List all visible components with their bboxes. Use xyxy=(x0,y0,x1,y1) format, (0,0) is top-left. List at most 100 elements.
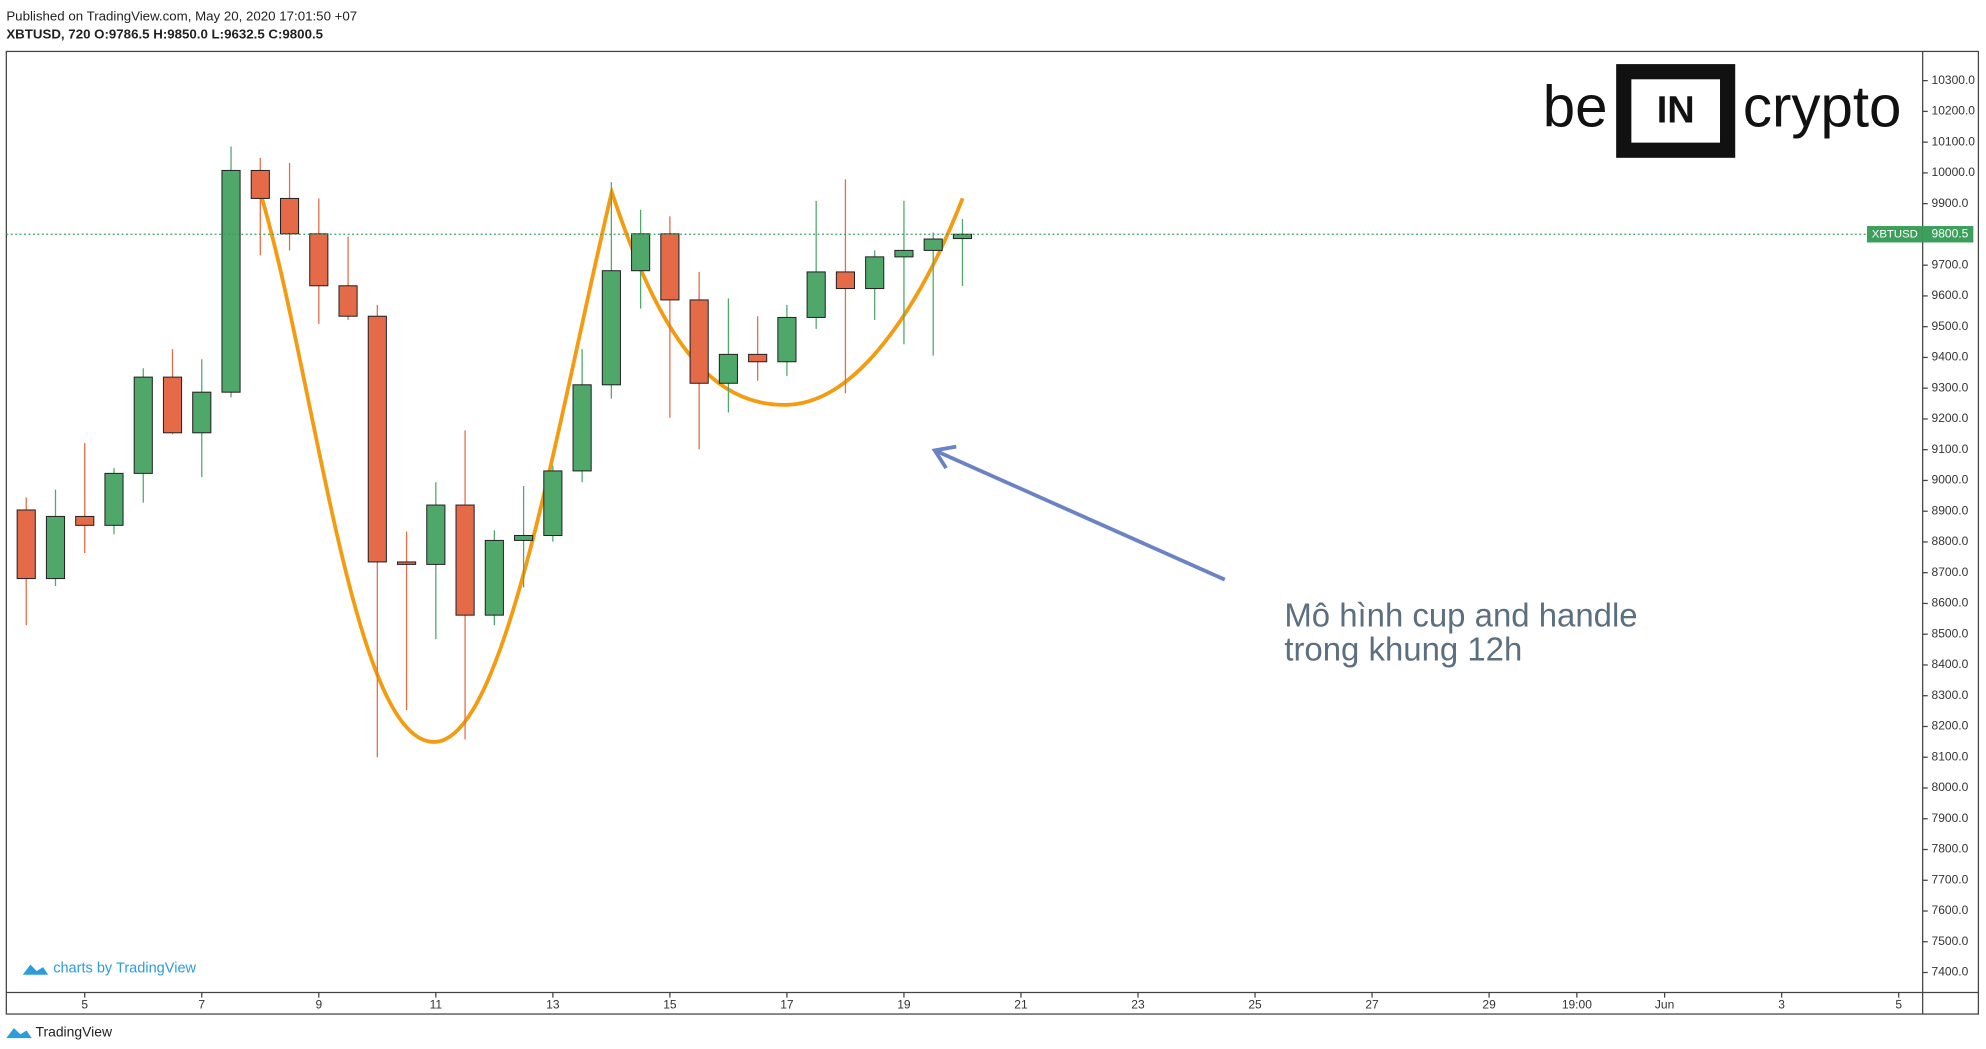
candle-body xyxy=(484,539,504,616)
x-tick-label: 13 xyxy=(546,997,560,1011)
annotation-text: Mô hình cup and handle xyxy=(1284,596,1637,633)
y-tick-label: 10200.0 xyxy=(1932,104,1976,118)
y-tick-label: 9700.0 xyxy=(1932,257,1969,271)
candle-body xyxy=(133,376,153,474)
candle-body xyxy=(514,534,534,541)
y-tick-label: 9300.0 xyxy=(1932,380,1969,394)
x-tick-label: 27 xyxy=(1365,997,1379,1011)
candle-body xyxy=(367,315,387,563)
x-tick-label: 19 xyxy=(897,997,911,1011)
logo: be IN crypto xyxy=(1543,64,1902,158)
y-tick-label: 7400.0 xyxy=(1932,965,1969,979)
x-tick-label: 23 xyxy=(1131,997,1145,1011)
last-price-label: 9800.5 xyxy=(1932,226,1969,240)
arrow-head xyxy=(931,444,957,470)
x-tick-label: 19:00 xyxy=(1562,997,1592,1011)
y-tick-label: 10100.0 xyxy=(1932,134,1976,148)
candle-body xyxy=(279,197,300,235)
candle-body xyxy=(631,233,651,272)
candle-body xyxy=(455,504,475,616)
y-tick-label: 10000.0 xyxy=(1932,165,1976,179)
x-tick-label: 7 xyxy=(198,997,205,1011)
logo-text: be xyxy=(1543,74,1608,139)
candle-body xyxy=(601,270,621,386)
candle-body xyxy=(865,256,885,290)
x-tick-label: 5 xyxy=(81,997,88,1011)
candle-body xyxy=(221,169,241,393)
logo-inner xyxy=(1631,79,1721,143)
candle-body xyxy=(748,353,768,363)
footer: TradingView xyxy=(35,1024,113,1040)
y-tick-label: 9000.0 xyxy=(1932,473,1969,487)
branding-icon xyxy=(22,964,49,975)
candle-body xyxy=(104,472,124,526)
y-tick-label: 8800.0 xyxy=(1932,534,1969,548)
x-tick-label: 9 xyxy=(315,997,322,1011)
candle-body xyxy=(396,561,417,565)
candle-body xyxy=(543,470,563,537)
y-tick-label: 8500.0 xyxy=(1932,626,1969,640)
y-tick-label: 9600.0 xyxy=(1932,288,1969,302)
candle-body xyxy=(660,233,680,301)
y-tick-label: 8200.0 xyxy=(1932,719,1969,733)
y-tick-label: 8300.0 xyxy=(1932,688,1969,702)
y-tick-label: 9500.0 xyxy=(1932,319,1969,333)
y-tick-label: 8100.0 xyxy=(1932,749,1969,763)
candle-body xyxy=(952,233,973,240)
arrow-line xyxy=(933,448,1226,582)
x-tick-label: 3 xyxy=(1778,997,1785,1011)
x-tick-label: 25 xyxy=(1248,997,1262,1011)
logo-text: crypto xyxy=(1743,74,1902,139)
candle-body xyxy=(75,515,95,526)
y-tick-label: 8000.0 xyxy=(1932,780,1969,794)
last-price-symbol: XBTUSD xyxy=(1872,228,1918,240)
y-tick-label: 9100.0 xyxy=(1932,442,1969,456)
y-tick-label: 7900.0 xyxy=(1932,811,1969,825)
candle-body xyxy=(16,509,36,580)
y-tick-label: 7600.0 xyxy=(1932,903,1969,917)
candle-body xyxy=(192,391,212,434)
candle-body xyxy=(718,353,738,384)
candle-body xyxy=(426,504,446,565)
candle-body xyxy=(250,169,270,199)
cup-handle-curve xyxy=(259,185,965,744)
x-tick-label: 29 xyxy=(1482,997,1496,1011)
last-price-tag xyxy=(1922,226,1974,243)
y-tick-label: 8900.0 xyxy=(1932,503,1969,517)
candle-body xyxy=(689,299,709,384)
y-tick-label: 9200.0 xyxy=(1932,411,1969,425)
branding: charts by TradingView xyxy=(53,960,196,976)
y-tick-label: 7700.0 xyxy=(1932,872,1969,886)
y-tick-label: 8400.0 xyxy=(1932,657,1969,671)
published-text: Published on TradingView.com, May 20, 20… xyxy=(6,9,357,24)
last-price-tag xyxy=(1866,226,1923,243)
x-tick-label: Jun xyxy=(1655,997,1674,1011)
frame xyxy=(5,50,1980,1015)
y-tick-label: 7800.0 xyxy=(1932,842,1969,856)
y-tick-label: 9400.0 xyxy=(1932,350,1969,364)
annotation-text: trong khung 12h xyxy=(1284,630,1522,667)
background xyxy=(0,4,1986,1045)
logo-text: IN xyxy=(1657,89,1695,131)
y-tick-label: 8700.0 xyxy=(1932,565,1969,579)
y-tick-label: 7500.0 xyxy=(1932,934,1969,948)
candle-body xyxy=(338,285,358,317)
arrow xyxy=(931,444,1226,582)
y-tick-label: 10300.0 xyxy=(1932,73,1976,87)
candle-body xyxy=(894,249,914,258)
candle-body xyxy=(777,316,797,363)
x-tick-label: 11 xyxy=(430,997,443,1011)
candle-body xyxy=(162,376,183,434)
x-tick-label: 17 xyxy=(780,997,794,1011)
y-tick-label: 9900.0 xyxy=(1932,196,1969,210)
y-tick-label: 8600.0 xyxy=(1932,596,1969,610)
x-tick-label: 21 xyxy=(1014,997,1028,1011)
candle-body xyxy=(923,238,943,251)
candle-body xyxy=(835,271,856,290)
x-tick-label: 15 xyxy=(663,997,677,1011)
symbol-legend: XBTUSD, 720 O:9786.5 H:9850.0 L:9632.5 C… xyxy=(6,26,323,41)
candle-body xyxy=(309,233,329,287)
candle-body xyxy=(572,384,592,472)
